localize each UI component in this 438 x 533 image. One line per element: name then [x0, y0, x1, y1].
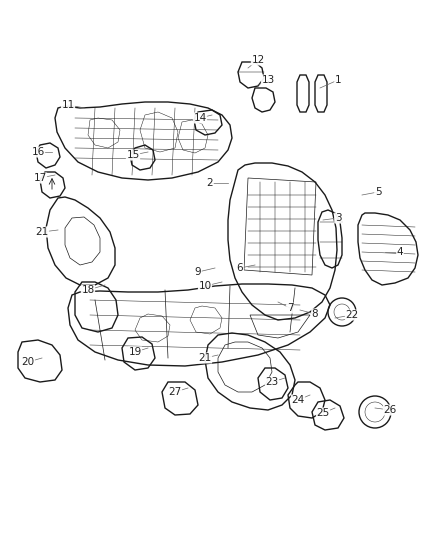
Text: 24: 24: [291, 395, 304, 405]
Text: 20: 20: [21, 357, 35, 367]
Text: 1: 1: [335, 75, 341, 85]
Text: 6: 6: [237, 263, 244, 273]
Text: 22: 22: [346, 310, 359, 320]
Text: 11: 11: [61, 100, 74, 110]
Text: 12: 12: [251, 55, 265, 65]
Text: 23: 23: [265, 377, 279, 387]
Text: 13: 13: [261, 75, 275, 85]
Text: 19: 19: [128, 347, 141, 357]
Text: 17: 17: [33, 173, 46, 183]
Text: 25: 25: [316, 408, 330, 418]
Text: 2: 2: [207, 178, 213, 188]
Text: 18: 18: [81, 285, 95, 295]
Text: 16: 16: [32, 147, 45, 157]
Text: 8: 8: [312, 309, 318, 319]
Text: 5: 5: [374, 187, 381, 197]
Text: 9: 9: [194, 267, 201, 277]
Text: 21: 21: [35, 227, 49, 237]
Text: 26: 26: [383, 405, 397, 415]
Text: 10: 10: [198, 281, 212, 291]
Text: 15: 15: [127, 150, 140, 160]
Text: 21: 21: [198, 353, 212, 363]
Text: 27: 27: [168, 387, 182, 397]
Text: 3: 3: [335, 213, 341, 223]
Text: 4: 4: [397, 247, 403, 257]
Text: 7: 7: [287, 303, 293, 313]
Text: 14: 14: [193, 113, 207, 123]
